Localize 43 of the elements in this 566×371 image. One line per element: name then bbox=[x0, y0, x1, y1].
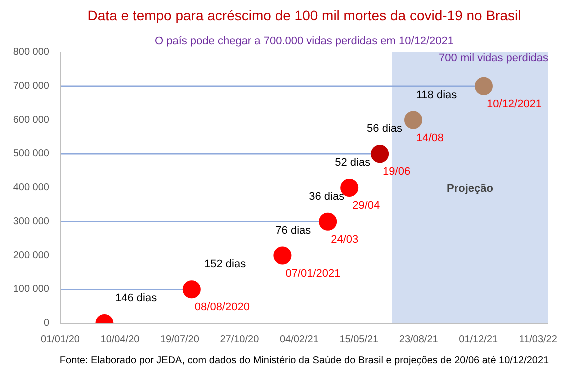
point bbox=[474, 77, 493, 96]
y-tick-label: 300 000 bbox=[13, 216, 50, 228]
annotation: 14/08 bbox=[416, 132, 444, 144]
point bbox=[182, 280, 201, 299]
x-tick-label: 27/10/20 bbox=[220, 334, 260, 346]
annotation: 700 mil vidas perdidas bbox=[439, 52, 549, 64]
y-tick-label: 500 000 bbox=[13, 148, 50, 160]
annotation: 152 dias bbox=[204, 258, 247, 271]
y-tick-label: 0 bbox=[44, 318, 50, 329]
x-tick-label: 19/07/20 bbox=[160, 334, 200, 346]
point bbox=[274, 246, 292, 265]
annotation: 29/04 bbox=[352, 200, 380, 212]
source-note: Fonte: Elaborado por JEDA, com dados do Ministério da Saúde do Brasil e projeções de 20/06 até 10/12/2021 bbox=[60, 356, 550, 366]
annotation: 24/03 bbox=[331, 234, 359, 246]
annotation: 10/12/2021 bbox=[486, 98, 542, 110]
annotation: 19/06 bbox=[383, 166, 411, 178]
annotation: 08/08/2020 bbox=[194, 302, 250, 314]
point bbox=[371, 145, 390, 164]
x-tick-label: 01/01/20 bbox=[41, 334, 80, 346]
x-tick-label: 15/05/21 bbox=[340, 334, 380, 346]
annotation: 118 dias bbox=[416, 89, 458, 102]
x-tick-label: 11/03/22 bbox=[519, 334, 558, 346]
x-tick-label: 04/02/21 bbox=[280, 334, 320, 346]
chart-subtitle: O país pode chegar a 700.000 vidas perdidas em 10/12/2021 bbox=[154, 36, 454, 48]
point bbox=[319, 212, 338, 231]
band-label: Projeção bbox=[447, 182, 494, 195]
annotation: 07/01/2021 bbox=[286, 268, 341, 280]
point bbox=[404, 111, 423, 130]
y-tick-label: 200 000 bbox=[13, 250, 50, 262]
annotation: 146 dias bbox=[116, 292, 158, 305]
annotation: 56 dias bbox=[367, 123, 404, 136]
y-tick-label: 600 000 bbox=[13, 114, 50, 126]
annotation: 36 dias bbox=[309, 190, 346, 203]
annotation: 76 dias bbox=[276, 224, 312, 237]
x-tick-label: 01/12/21 bbox=[459, 334, 499, 346]
y-tick-label: 700 000 bbox=[13, 80, 50, 92]
y-tick-label: 400 000 bbox=[13, 182, 50, 194]
chart-title: Data e tempo para acréscimo de 100 mil mortes da covid-19 no Brasil bbox=[88, 8, 522, 24]
x-tick-label: 10/04/20 bbox=[100, 334, 140, 346]
y-tick-label: 100 000 bbox=[13, 284, 50, 296]
annotation: 52 dias bbox=[335, 157, 372, 170]
y-tick-label: 800 000 bbox=[13, 47, 50, 58]
x-tick-label: 23/08/21 bbox=[399, 334, 439, 346]
